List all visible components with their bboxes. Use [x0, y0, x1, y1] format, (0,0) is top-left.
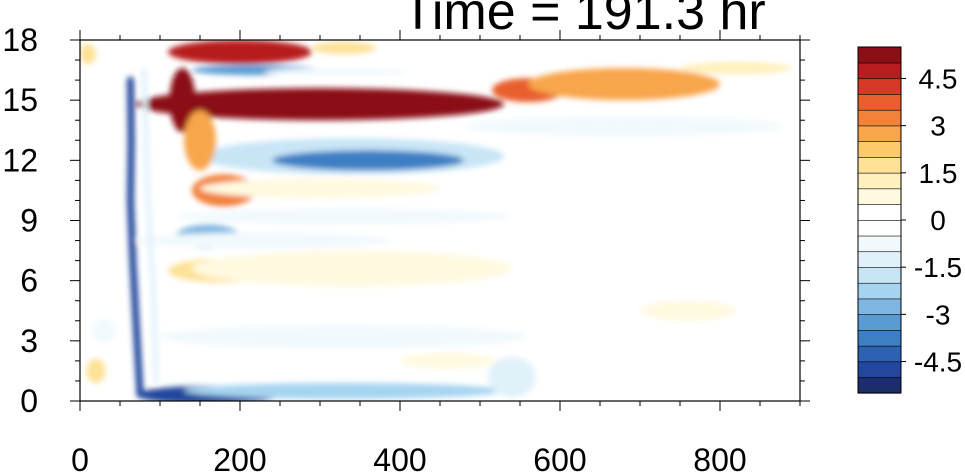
colorbar-swatch — [857, 141, 902, 158]
colorbar-swatch — [857, 251, 902, 268]
field-feature-25 — [488, 356, 536, 397]
colorbar-label: -4.5 — [914, 347, 962, 378]
field-feature-21 — [160, 324, 528, 349]
y-tick-label: 0 — [20, 383, 38, 419]
field-feature-26 — [86, 358, 106, 383]
colorbar-swatch — [857, 282, 902, 300]
field-feature-5 — [168, 40, 312, 65]
heatmap-field — [80, 40, 792, 401]
y-tick-label: 6 — [20, 263, 38, 299]
colorbar-swatch — [857, 329, 902, 347]
x-tick-label: 400 — [373, 442, 426, 473]
field-feature-8 — [264, 68, 408, 77]
colorbar-swatch — [857, 314, 902, 331]
colorbar-swatch — [857, 46, 902, 64]
field-feature-19 — [192, 250, 512, 287]
x-tick-label: 800 — [693, 442, 746, 473]
field-feature-24 — [184, 382, 504, 399]
colorbar-swatch — [857, 172, 902, 190]
field-feature-28 — [92, 318, 116, 343]
field-feature-4 — [680, 62, 792, 75]
colorbar — [857, 46, 902, 394]
field-feature-3 — [528, 68, 720, 101]
colorbar-swatch — [857, 298, 902, 315]
field-feature-14 — [200, 178, 440, 199]
colorbar-swatch — [857, 109, 902, 127]
field-feature-17 — [136, 232, 392, 249]
colorbar-label: 0 — [930, 205, 946, 236]
field-feature-15 — [176, 208, 512, 225]
colorbar-label: 3 — [930, 111, 946, 142]
chart-title: Time = 191.3 hr — [402, 0, 766, 41]
colorbar-swatch — [857, 219, 902, 237]
field-feature-22 — [400, 352, 496, 369]
field-feature-1 — [136, 88, 504, 121]
y-tick-label: 3 — [20, 323, 38, 359]
colorbar-swatch — [857, 78, 902, 95]
colorbar-swatch — [857, 125, 902, 142]
y-tick-label: 9 — [20, 203, 38, 239]
y-axis-labels: 0 3 6 9 12 15 18 — [2, 22, 38, 419]
colorbar-label: 1.5 — [919, 158, 958, 189]
colorbar-swatch — [857, 376, 902, 394]
colorbar-swatch — [857, 156, 902, 174]
field-feature-6 — [312, 42, 376, 55]
field-feature-10 — [272, 150, 464, 171]
field-feature-30 — [141, 67, 159, 384]
colorbar-swatch — [857, 345, 902, 363]
colorbar-swatch — [857, 93, 902, 111]
y-tick-label: 18 — [2, 22, 38, 58]
colorbar-swatch — [857, 235, 902, 253]
field-feature-12 — [184, 110, 216, 171]
colorbar-label: -1.5 — [914, 252, 962, 283]
x-tick-label: 200 — [213, 442, 266, 473]
y-tick-label: 15 — [2, 82, 38, 118]
field-feature-20 — [640, 300, 736, 321]
axis-ticks — [70, 30, 810, 411]
colorbar-swatch — [857, 203, 902, 221]
colorbar-swatch — [857, 361, 902, 378]
colorbar-label: 4.5 — [919, 63, 958, 94]
x-axis-labels: 0 200 400 600 800 — [71, 442, 747, 473]
x-tick-label: 600 — [533, 442, 586, 473]
colorbar-label: -3 — [926, 299, 951, 330]
field-feature-11 — [464, 116, 784, 137]
field-feature-27 — [80, 44, 96, 65]
y-tick-label: 12 — [2, 142, 38, 178]
x-tick-label: 0 — [71, 442, 89, 473]
colorbar-swatch — [857, 266, 902, 284]
field-feature-29 — [126, 76, 144, 397]
colorbar-swatch — [857, 188, 902, 205]
colorbar-swatch — [857, 62, 902, 80]
colorbar-labels: 4.5 3 1.5 0 -1.5 -3 -4.5 — [901, 63, 962, 378]
